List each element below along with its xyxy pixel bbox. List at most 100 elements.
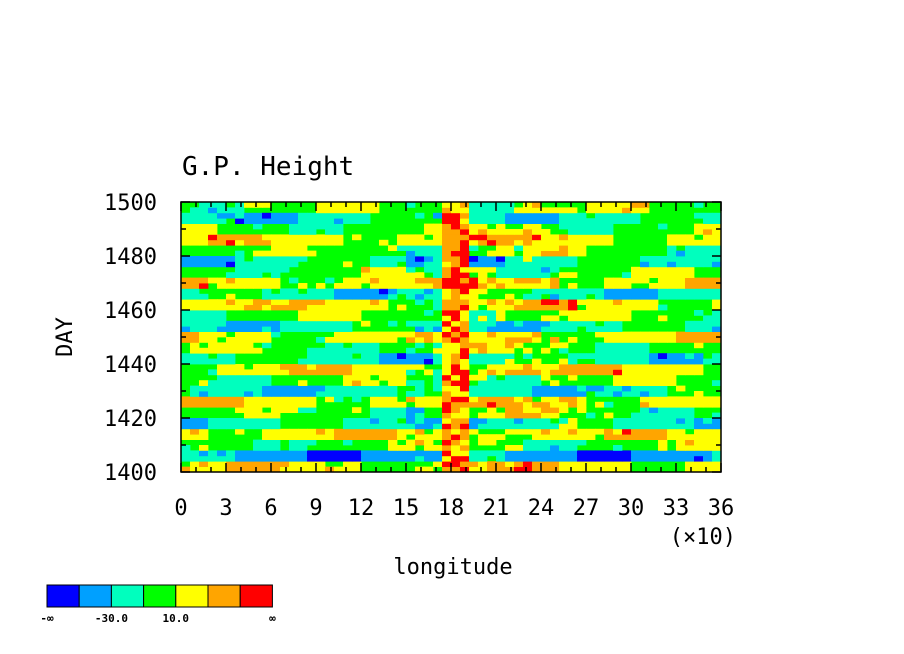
heatmap-cell [487, 434, 497, 440]
heatmap-cell [415, 428, 425, 435]
heatmap-cell [595, 385, 605, 392]
heatmap-cell [541, 266, 551, 273]
heatmap-cell [703, 450, 713, 457]
heatmap-cell [361, 288, 371, 295]
heatmap-cell [559, 385, 569, 392]
heatmap-cell [541, 428, 551, 435]
heatmap-cell [523, 450, 533, 457]
heatmap-cell [181, 256, 191, 262]
heatmap-cell [496, 218, 506, 224]
heatmap-cell [289, 293, 299, 300]
heatmap-cell [433, 461, 443, 467]
x-tick-label: 15 [393, 496, 420, 521]
heatmap-cell [388, 407, 398, 413]
heatmap-cell [190, 428, 200, 435]
heatmap-cell [334, 320, 344, 327]
heatmap-cell [496, 455, 506, 462]
heatmap-cell [541, 401, 551, 408]
heatmap-cell [505, 369, 515, 376]
heatmap-cell [181, 277, 191, 284]
heatmap-cell [325, 320, 335, 327]
heatmap-cell [262, 212, 272, 219]
heatmap-cell [271, 331, 281, 338]
heatmap-cell [658, 293, 668, 300]
heatmap-cell [568, 234, 578, 241]
heatmap-cell [658, 445, 668, 451]
heatmap-cell [262, 418, 272, 424]
heatmap-cell [334, 331, 344, 338]
heatmap-cell [199, 283, 209, 289]
heatmap-cell [226, 423, 236, 430]
heatmap-cell [469, 358, 479, 365]
heatmap-cell [685, 423, 695, 430]
y-axis-label: DAY [53, 317, 78, 357]
heatmap-cell [514, 407, 524, 413]
heatmap-cell [352, 434, 362, 440]
heatmap-cell [379, 401, 389, 408]
heatmap-cell [289, 461, 299, 467]
heatmap-cell [271, 455, 281, 462]
heatmap-cell [703, 223, 713, 230]
heatmap-cell [649, 288, 659, 295]
heatmap-cell [379, 261, 389, 268]
heatmap-cell [226, 347, 236, 354]
heatmap-cell [712, 245, 722, 251]
heatmap-cell [505, 272, 515, 278]
heatmap-cell [226, 342, 236, 349]
heatmap-cell [658, 391, 668, 397]
heatmap-cell [703, 396, 713, 403]
heatmap-cell [676, 434, 686, 440]
chart-title: G.P. Height [182, 152, 354, 182]
heatmap-cell [262, 445, 272, 451]
heatmap-cell [289, 320, 299, 327]
heatmap-cell [406, 261, 416, 268]
heatmap-cell [523, 401, 533, 408]
heatmap-cell [352, 461, 362, 467]
heatmap-cell [568, 229, 578, 235]
heatmap-cell [217, 461, 227, 467]
heatmap-cell [460, 266, 470, 273]
heatmap-cell [658, 380, 668, 386]
heatmap-cell [271, 407, 281, 413]
heatmap-cell [460, 250, 470, 257]
heatmap-cell [334, 299, 344, 305]
heatmap-cell [379, 266, 389, 273]
x-tick-label: 36 [708, 496, 735, 521]
heatmap-cell [559, 396, 569, 403]
heatmap-cell [631, 423, 641, 430]
heatmap-cell [712, 256, 722, 262]
heatmap-cell [343, 455, 353, 462]
heatmap-cell [307, 229, 317, 235]
heatmap-cell [361, 391, 371, 397]
heatmap-cell [532, 250, 542, 257]
heatmap-cell [712, 461, 722, 467]
heatmap-cell [181, 423, 191, 430]
heatmap-cell [289, 234, 299, 241]
heatmap-cell [658, 450, 668, 457]
heatmap-cell [352, 423, 362, 430]
heatmap-cell [406, 423, 416, 430]
heatmap-cell [388, 337, 398, 343]
heatmap-cell [298, 293, 308, 300]
heatmap-cell [298, 315, 308, 322]
heatmap-cell [271, 391, 281, 397]
heatmap-cell [595, 428, 605, 435]
heatmap-cell [352, 369, 362, 376]
heatmap-cell [271, 401, 281, 408]
heatmap-cell [334, 223, 344, 230]
heatmap-cell [514, 337, 524, 343]
heatmap-cell [406, 245, 416, 251]
heatmap-cell [379, 304, 389, 311]
heatmap-cell [559, 347, 569, 354]
heatmap-cell [649, 353, 659, 359]
heatmap-cell [577, 407, 587, 413]
heatmap-cell [478, 272, 488, 278]
heatmap-cell [496, 412, 506, 419]
heatmap-cell [370, 293, 380, 300]
heatmap-cell [235, 326, 245, 332]
heatmap-cell [613, 466, 623, 473]
heatmap-cell [496, 326, 506, 332]
heatmap-cell [478, 202, 488, 208]
heatmap-cell [496, 223, 506, 230]
heatmap-cell [271, 234, 281, 241]
